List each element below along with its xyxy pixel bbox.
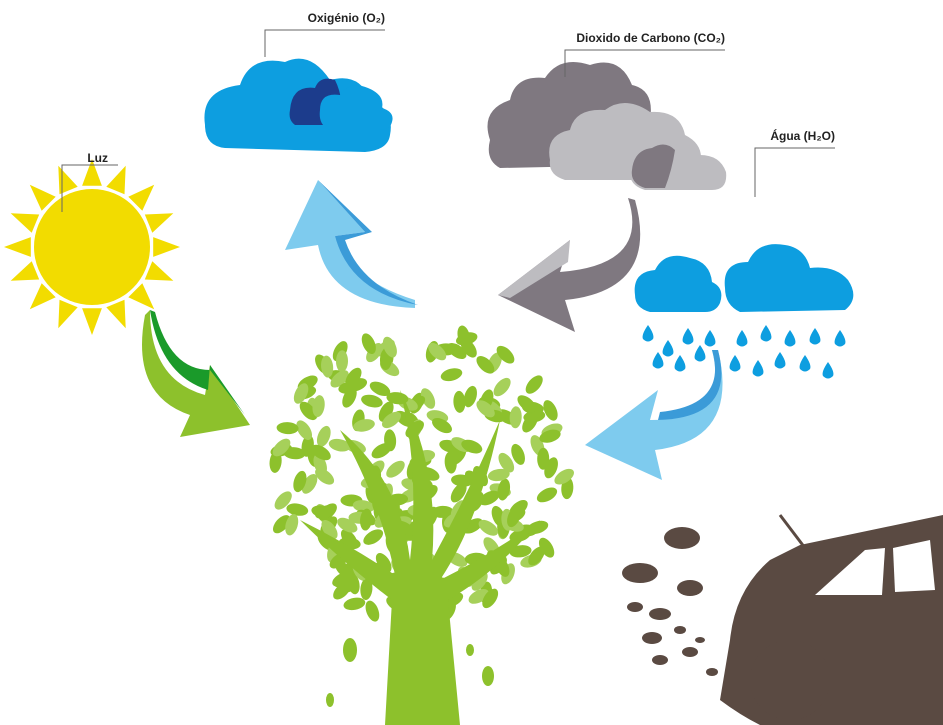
raindrop	[730, 355, 741, 372]
raindrop	[775, 352, 786, 369]
oxygen-label: Oxigénio (O₂)	[265, 11, 385, 57]
raindrop	[675, 355, 686, 372]
sun-ray	[58, 300, 77, 329]
raindrop	[785, 330, 796, 347]
oxygen-cloud	[204, 59, 392, 152]
raindrop	[663, 340, 674, 357]
sun	[4, 159, 180, 335]
sun-ray	[153, 237, 180, 257]
raindrop	[643, 325, 654, 342]
raindrop	[810, 328, 821, 345]
raindrop	[823, 362, 834, 379]
raindrop	[753, 360, 764, 377]
sun-ray	[106, 166, 125, 195]
sun-ray	[11, 261, 40, 280]
carbon-arrow	[498, 198, 640, 332]
tree	[268, 324, 576, 725]
raindrop	[737, 330, 748, 347]
label-text: Água (H₂O)	[770, 128, 835, 143]
label-text: Dioxido de Carbono (CO₂)	[576, 31, 725, 45]
photosynthesis-diagram: Luz Oxigénio (O₂) Dioxido de Carbono (CO…	[0, 0, 943, 725]
raindrop	[761, 325, 772, 342]
raindrop	[800, 355, 811, 372]
car	[622, 515, 943, 725]
sun-ray	[58, 166, 77, 195]
label-text: Luz	[87, 151, 108, 165]
raindrop	[683, 328, 694, 345]
sun-ray	[106, 300, 125, 329]
water-arrow	[585, 350, 723, 480]
raindrop	[705, 330, 716, 347]
sun-ray	[145, 261, 174, 280]
sun-ray	[4, 237, 31, 257]
raindrop	[653, 352, 664, 369]
oxygen-arrow	[285, 180, 415, 308]
raindrops	[643, 325, 846, 379]
label-text: Oxigénio (O₂)	[308, 11, 385, 25]
water-label: Água (H₂O)	[755, 128, 835, 197]
sun-disc	[34, 189, 150, 305]
sun-ray	[11, 213, 40, 232]
carbon-dioxide-cloud	[488, 62, 727, 190]
sun-ray	[82, 308, 102, 335]
raindrop	[835, 330, 846, 347]
rain-cloud	[635, 244, 854, 312]
raindrop	[695, 345, 706, 362]
sun-ray	[145, 213, 174, 232]
